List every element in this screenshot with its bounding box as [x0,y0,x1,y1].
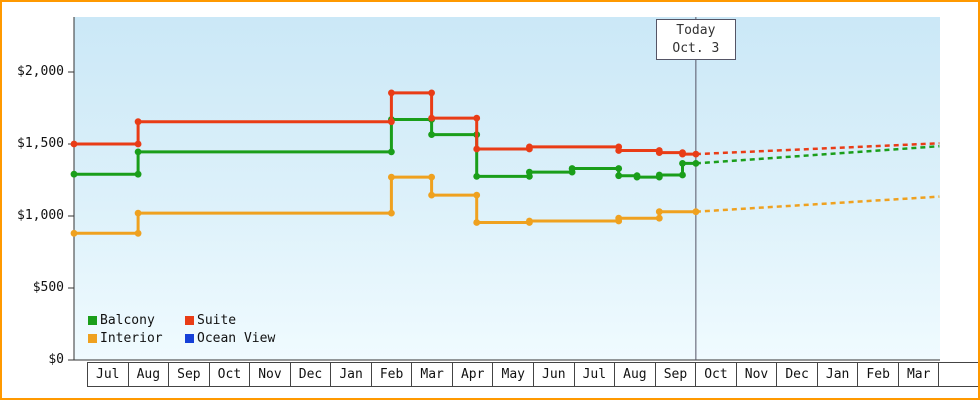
series-line-balcony-forecast [695,144,940,165]
today-date: Oct. 3 [672,41,720,56]
legend-item-balcony: Balcony [88,313,185,328]
month-cell-apr: Apr [453,363,494,386]
month-cell-jun: Jun [534,363,575,386]
month-cell-sep: Sep [169,363,210,386]
today-annotation: Today Oct. 3 [655,19,736,60]
month-cell-dec: Dec [777,363,818,386]
series-line-interior-forecast [695,195,940,213]
series-dot-suite [388,118,395,126]
series-line-suite [74,91,696,156]
legend-swatch-ocean-view [185,334,194,343]
series-dot-balcony [679,171,686,179]
month-cell-sep: Sep [656,363,697,386]
y-tick-label: $0 [48,352,64,367]
month-cell-jan: Jan [818,363,859,386]
series-dot-suite [679,150,686,158]
series-dot-interior [473,191,481,199]
series-dot-balcony [70,170,78,178]
month-cell-nov: Nov [250,363,291,386]
month-cell-jul: Jul [88,363,129,386]
today-label: Today [676,23,716,38]
series-dot-interior [655,214,663,222]
month-cell-oct: Oct [696,363,737,386]
y-tick-label: $2,000 [17,64,64,79]
y-tick-label: $1,500 [17,136,64,151]
series-dot-balcony [568,165,576,172]
legend-label: Balcony [100,313,155,328]
month-cell-feb: Feb [858,363,899,386]
series-dot-interior [388,173,395,181]
series-dot-balcony [134,148,142,156]
month-cell-aug: Aug [129,363,170,386]
legend-item-interior: Interior [88,331,185,346]
series-dot-balcony [134,170,142,178]
series-dot-balcony [655,171,663,179]
series-dot-suite [70,140,78,148]
legend: Balcony Suite Interior Ocean View [88,313,275,346]
legend-swatch-suite [185,316,194,325]
series-dot-interior [526,217,533,225]
series-dot-balcony [679,160,686,167]
series-dot-suite [615,147,623,154]
series-dot-suite [473,145,481,153]
month-cell-empty [939,363,978,386]
series-dot-interior [428,173,435,181]
series-dot-interior [388,209,395,217]
legend-swatch-balcony [88,316,97,325]
series-dot-balcony [526,168,533,176]
month-cell-dec: Dec [291,363,332,386]
month-cell-mar: Mar [899,363,940,386]
series-dot-interior [134,209,142,217]
series-dot-balcony [615,165,623,172]
series-dot-suite [655,149,663,157]
y-tick-label: $500 [32,280,64,295]
legend-item-ocean-view: Ocean View [185,331,275,346]
series-dot-interior [70,229,78,237]
series-dot-balcony [615,172,623,180]
series-dot-suite [428,114,435,122]
month-cell-may: May [493,363,535,386]
month-cell-jul: Jul [575,363,616,386]
series-dot-suite [428,89,435,97]
series-dot-interior [615,214,623,222]
series-dot-balcony [633,173,641,181]
legend-swatch-interior [88,334,97,343]
series-dot-interior [655,208,663,216]
plot-area [74,17,940,360]
series-dot-suite [388,89,395,97]
month-cell-jan: Jan [331,363,372,386]
legend-label: Suite [197,313,237,328]
x-axis-month-strip: Jul Aug Sep Oct Nov Dec Jan Feb Mar Apr May Jun Jul A… [87,362,978,387]
series-dot-interior [428,191,435,199]
legend-label: Ocean View [197,331,276,346]
series-dot-suite [473,114,481,122]
series-line-suite-forecast [695,142,940,156]
legend-label: Interior [100,331,163,346]
series-dot-suite [526,143,533,151]
series-line-interior [74,175,696,235]
y-tick-label: $1,000 [17,208,64,223]
month-cell-feb: Feb [372,363,413,386]
month-cell-nov: Nov [737,363,778,386]
series-dot-suite [134,118,142,126]
series-dot-interior [692,208,700,216]
series-dot-interior [473,219,481,226]
month-cell-aug: Aug [615,363,656,386]
series-dot-balcony [473,173,481,180]
month-cell-oct: Oct [210,363,251,386]
series-dot-interior [134,229,142,237]
series-dot-balcony [428,131,435,139]
month-cell-mar: Mar [412,363,453,386]
series-dot-suite [134,140,142,148]
legend-item-suite: Suite [185,313,275,328]
series-dot-balcony [388,148,395,156]
